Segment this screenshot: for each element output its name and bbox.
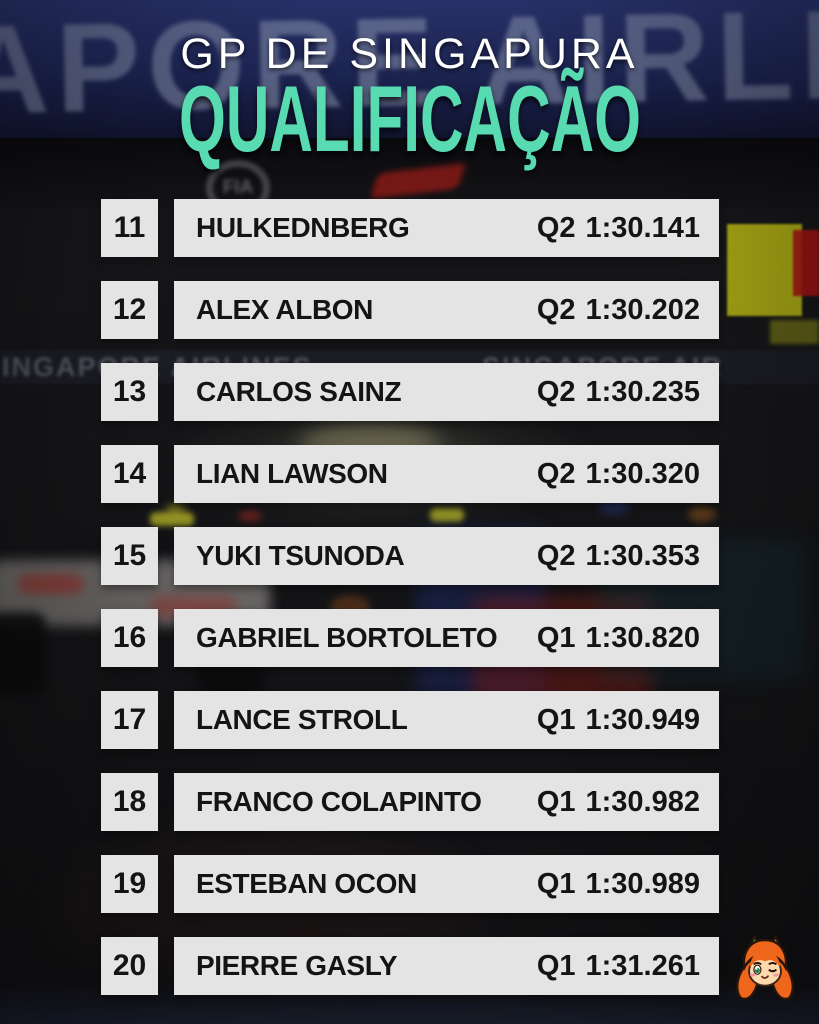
position-box: 16: [101, 609, 158, 667]
position-box: 13: [101, 363, 158, 421]
results-list: 11 HULKEDNBERG Q2 1:30.141 12 ALEX ALBON…: [101, 199, 719, 995]
session-label: Q2: [536, 539, 576, 572]
driver-name: YUKI TSUNODA: [196, 540, 405, 571]
driver-bar: LIAN LAWSON Q2 1:30.320: [174, 445, 719, 503]
distant-car-dot: [598, 500, 630, 514]
result-row: 16 GABRIEL BORTOLETO Q1 1:30.820: [101, 609, 719, 667]
fox-girl-mascot-icon: [736, 934, 794, 1000]
car-camera-pod: [430, 508, 464, 522]
session-label: Q2: [536, 375, 576, 408]
white-car-red-accent: [18, 574, 84, 594]
lap-time: 1:30.202: [585, 293, 701, 326]
position-box: 19: [101, 855, 158, 913]
position-box: 20: [101, 937, 158, 995]
session-label: Q1: [536, 621, 576, 654]
driver-bar: FRANCO COLAPINTO Q1 1:30.982: [174, 773, 719, 831]
driver-bar: CARLOS SAINZ Q2 1:30.235: [174, 363, 719, 421]
result-row: 19 ESTEBAN OCON Q1 1:30.989: [101, 855, 719, 913]
result-row: 13 CARLOS SAINZ Q2 1:30.235: [101, 363, 719, 421]
session-label: Q2: [536, 293, 576, 326]
lap-time: 1:30.982: [585, 785, 701, 818]
main-title-graphic: QUALIFICAÇÃO: [179, 66, 641, 171]
distant-car-dot: [166, 504, 186, 515]
lap-time-group: Q2 1:30.353: [537, 540, 700, 573]
driver-name: FRANCO COLAPINTO: [196, 786, 482, 817]
driver-name: ESTEBAN OCON: [196, 868, 417, 899]
lap-time: 1:31.261: [585, 949, 701, 982]
yellow-billboard-small: [770, 320, 819, 344]
event-title: GP DE SINGAPURA: [180, 30, 639, 78]
lap-time: 1:30.989: [585, 867, 701, 900]
driver-bar: YUKI TSUNODA Q2 1:30.353: [174, 527, 719, 585]
driver-name: GABRIEL BORTOLETO: [196, 622, 498, 653]
position-box: 14: [101, 445, 158, 503]
result-row: 18 FRANCO COLAPINTO Q1 1:30.982: [101, 773, 719, 831]
lap-time-group: Q1 1:30.949: [537, 704, 700, 737]
driver-bar: HULKEDNBERG Q2 1:30.141: [174, 199, 719, 257]
session-label: Q1: [536, 949, 576, 982]
session-label: Q1: [536, 867, 576, 900]
lap-time-group: Q1 1:30.982: [537, 786, 700, 819]
header: GP DE SINGAPURA QUALIFICAÇÃO: [0, 0, 819, 179]
yellow-billboard: [727, 224, 802, 316]
driver-bar: LANCE STROLL Q1 1:30.949: [174, 691, 719, 749]
distant-car-dot: [238, 510, 262, 522]
lap-time: 1:30.949: [585, 703, 701, 736]
result-row: 17 LANCE STROLL Q1 1:30.949: [101, 691, 719, 749]
lap-time-group: Q1 1:31.261: [537, 950, 700, 983]
driver-name: PIERRE GASLY: [196, 950, 398, 981]
result-row: 15 YUKI TSUNODA Q2 1:30.353: [101, 527, 719, 585]
session-label: Q2: [536, 211, 576, 244]
lap-time: 1:30.235: [585, 375, 701, 408]
driver-name: HULKEDNBERG: [196, 212, 410, 243]
result-row: 11 HULKEDNBERG Q2 1:30.141: [101, 199, 719, 257]
singapore-airlines-banner: APORE AIRLINE: [0, 0, 819, 138]
driver-bar: GABRIEL BORTOLETO Q1 1:30.820: [174, 609, 719, 667]
driver-name: ALEX ALBON: [196, 294, 373, 325]
driver-name: CARLOS SAINZ: [196, 376, 402, 407]
position-box: 18: [101, 773, 158, 831]
position-box: 17: [101, 691, 158, 749]
lap-time: 1:30.141: [585, 211, 701, 244]
car-camera-pod: [150, 512, 194, 526]
session-label: Q1: [536, 785, 576, 818]
lap-time: 1:30.820: [585, 621, 701, 654]
lap-time-group: Q2 1:30.235: [537, 376, 700, 409]
red-billboard: [793, 230, 819, 296]
driver-name: LIAN LAWSON: [196, 458, 388, 489]
session-label: Q2: [536, 457, 576, 490]
car-tire: [0, 612, 46, 694]
lap-time: 1:30.320: [585, 457, 701, 490]
lap-time-group: Q2 1:30.202: [537, 294, 700, 327]
driver-bar: PIERRE GASLY Q1 1:31.261: [174, 937, 719, 995]
distant-car-dot: [688, 506, 716, 522]
lap-time: 1:30.353: [585, 539, 701, 572]
lap-time-group: Q2 1:30.320: [537, 458, 700, 491]
lap-time-group: Q1 1:30.989: [537, 868, 700, 901]
result-row: 14 LIAN LAWSON Q2 1:30.320: [101, 445, 719, 503]
lap-time-group: Q2 1:30.141: [537, 212, 700, 245]
result-row: 12 ALEX ALBON Q2 1:30.202: [101, 281, 719, 339]
driver-bar: ESTEBAN OCON Q1 1:30.989: [174, 855, 719, 913]
position-box: 15: [101, 527, 158, 585]
position-box: 11: [101, 199, 158, 257]
session-label: Q1: [536, 703, 576, 736]
driver-bar: ALEX ALBON Q2 1:30.202: [174, 281, 719, 339]
result-row: 20 PIERRE GASLY Q1 1:31.261: [101, 937, 719, 995]
lap-time-group: Q1 1:30.820: [537, 622, 700, 655]
main-title: QUALIFICAÇÃO: [179, 66, 641, 171]
driver-name: LANCE STROLL: [196, 704, 408, 735]
position-box: 12: [101, 281, 158, 339]
